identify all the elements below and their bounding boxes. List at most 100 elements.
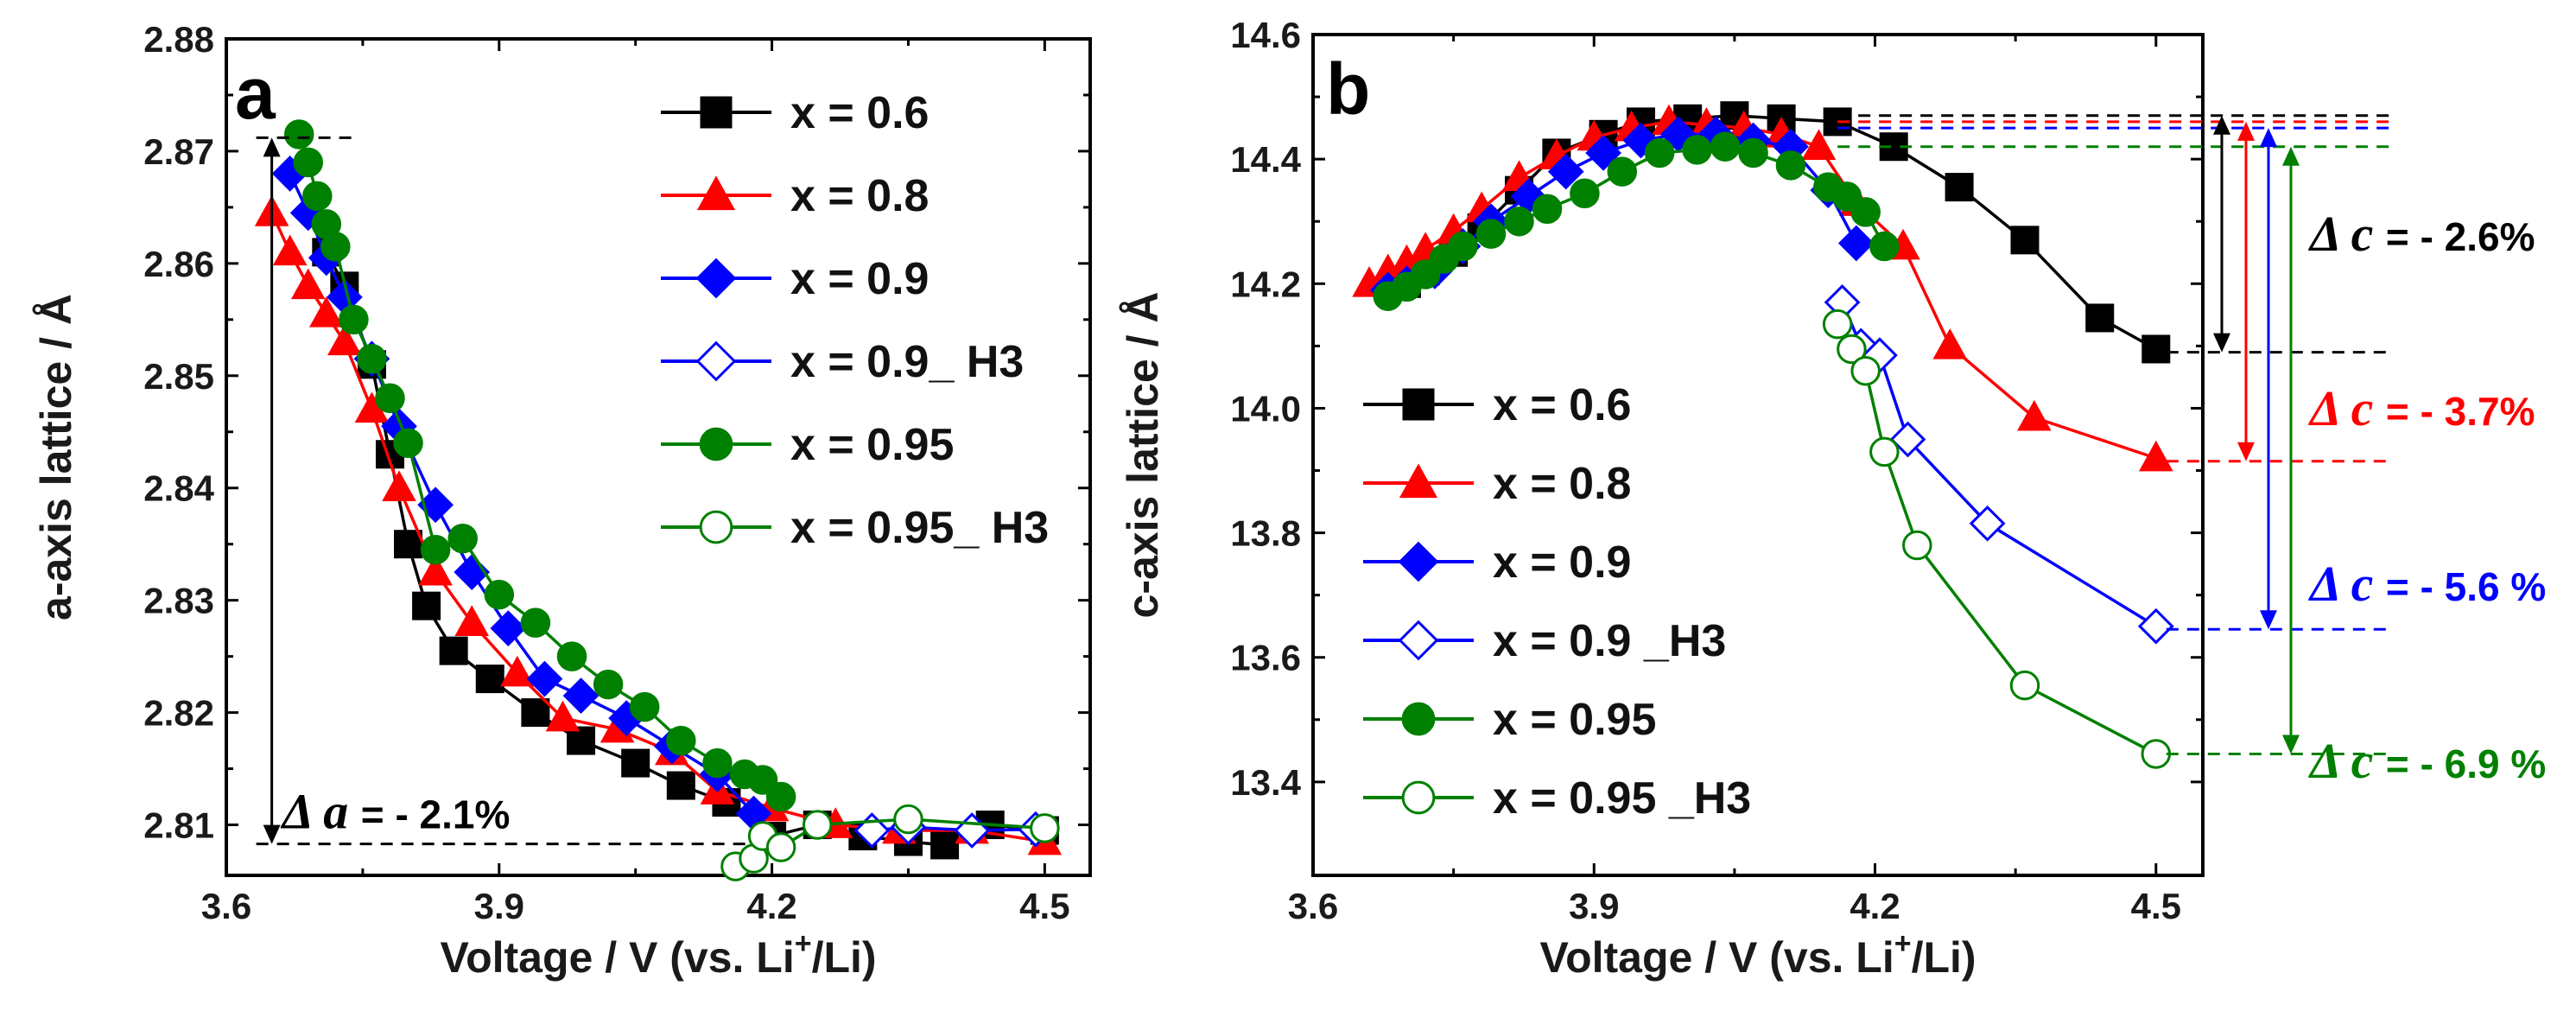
x-axis-label: Voltage / V (vs. Li+/Li) <box>1539 927 1976 982</box>
x-axis-label-main: Voltage / V (vs. Li <box>440 933 794 982</box>
y-tick-label: 2.85 <box>143 356 214 397</box>
data-point <box>1945 173 1974 202</box>
data-point <box>475 665 504 694</box>
data-point <box>484 579 515 610</box>
x-axis-label-superscript: + <box>1894 927 1912 960</box>
data-point <box>593 669 624 700</box>
delta-variable: a <box>323 784 361 840</box>
delta-variable: c <box>2351 380 2386 436</box>
delta-arrow-head-down <box>263 824 281 844</box>
y-tick-label: 2.88 <box>143 19 214 60</box>
delta-value: = - 6.9 % <box>2386 741 2546 786</box>
delta-arrow-head-up <box>2237 121 2255 141</box>
legend-marker <box>695 340 737 382</box>
x-axis-label-tail: /Li) <box>812 933 877 982</box>
data-point <box>1850 355 1881 386</box>
data-point <box>1837 225 1875 262</box>
delta-variable: c <box>2351 206 2386 262</box>
data-point <box>1532 194 1563 225</box>
data-point <box>2141 334 2171 364</box>
legend: x = 0.6 x = 0.8 x = 0.9 x = 0.9 _H3x = 0.95… <box>1363 380 1751 824</box>
panel-label: a <box>235 53 276 134</box>
y-tick-label: 2.83 <box>143 581 214 621</box>
data-point <box>765 832 796 862</box>
y-tick-label: 2.86 <box>143 244 214 284</box>
data-point <box>666 725 696 756</box>
series-x-0-95 <box>283 119 796 812</box>
delta-value: = - 3.7% <box>2386 389 2535 434</box>
delta-arrow-head-up <box>263 137 281 157</box>
data-point <box>418 554 453 586</box>
x-tick-label: 3.6 <box>201 886 251 926</box>
data-point <box>765 781 796 812</box>
legend-marker <box>1401 780 1436 815</box>
data-point <box>1969 505 2006 542</box>
x-tick-label: 4.5 <box>2131 886 2181 926</box>
data-point <box>308 296 344 328</box>
data-point <box>1682 135 1712 165</box>
data-point <box>1869 436 1900 467</box>
data-point <box>283 119 314 149</box>
x-tick-label: 4.2 <box>746 886 796 926</box>
delta-c-label: Δ c = - 2.6% <box>2308 206 2535 262</box>
delta-value: = - 2.6% <box>2386 214 2535 259</box>
data-point <box>2085 303 2115 333</box>
series-x-0-95 <box>1373 131 1900 311</box>
data-point <box>747 765 778 795</box>
y-tick-label: 14.4 <box>1230 139 1301 180</box>
delta-symbol: Δ <box>2308 733 2351 789</box>
x-axis-label: Voltage / V (vs. Li+/Li) <box>440 927 876 982</box>
legend-marker <box>700 96 733 129</box>
data-point <box>702 747 733 779</box>
data-point <box>290 268 326 300</box>
delta-arrow-head-down <box>2282 735 2300 754</box>
data-point <box>454 605 490 636</box>
data-point <box>1822 308 1853 340</box>
legend-label: x = 0.8 <box>790 171 929 221</box>
data-point <box>1547 153 1584 190</box>
legend-marker <box>1402 388 1435 421</box>
data-point <box>393 428 423 459</box>
data-point <box>2017 399 2052 431</box>
data-point <box>1850 197 1881 227</box>
series-line <box>872 825 1036 832</box>
delta-c-label: Δ c = - 3.7% <box>2308 380 2535 436</box>
y-tick-label: 2.87 <box>143 131 214 172</box>
data-point <box>2137 607 2174 645</box>
data-point <box>382 470 416 502</box>
data-point <box>1801 129 1837 161</box>
data-point <box>802 810 833 840</box>
y-tick-label: 2.84 <box>143 468 214 509</box>
data-point <box>1738 137 1768 169</box>
data-point <box>1570 178 1600 209</box>
delta-variable: c <box>2351 733 2386 789</box>
x-tick-label: 4.5 <box>1019 886 1069 926</box>
delta-c-label: Δ c = - 5.6 % <box>2308 556 2546 612</box>
data-point <box>893 804 923 835</box>
data-point <box>1448 231 1478 262</box>
delta-a-label: Δ a = - 2.1% <box>281 784 511 840</box>
y-tick-label: 14.0 <box>1230 388 1301 429</box>
delta-c-annotation: Δ c = - 2.6% Δ c = - 3.7% Δ c = - 5.6 % Δ c… <box>1837 114 2546 789</box>
y-tick-label: 2.82 <box>143 693 214 734</box>
legend-label: x = 0.95 <box>790 420 954 470</box>
data-point <box>526 660 563 697</box>
data-point <box>420 534 451 565</box>
data-point <box>556 641 587 671</box>
data-point <box>490 610 527 647</box>
data-point <box>2138 440 2173 472</box>
legend-label: x = 0.95 <box>1493 695 1656 745</box>
legend-label: x = 0.9 <box>790 254 929 304</box>
data-point <box>1932 328 1968 359</box>
legend-label: x = 0.9_ H3 <box>790 337 1024 387</box>
x-tick-label: 3.9 <box>1569 886 1619 926</box>
data-point <box>520 607 551 638</box>
y-tick-label: 2.81 <box>143 805 214 846</box>
delta-value: = - 2.1% <box>361 792 511 837</box>
data-point <box>1902 530 1932 561</box>
data-point <box>1504 206 1534 237</box>
data-point <box>439 636 468 665</box>
x-axis-label-main: Voltage / V (vs. Li <box>1539 933 1894 982</box>
data-point <box>327 324 362 356</box>
